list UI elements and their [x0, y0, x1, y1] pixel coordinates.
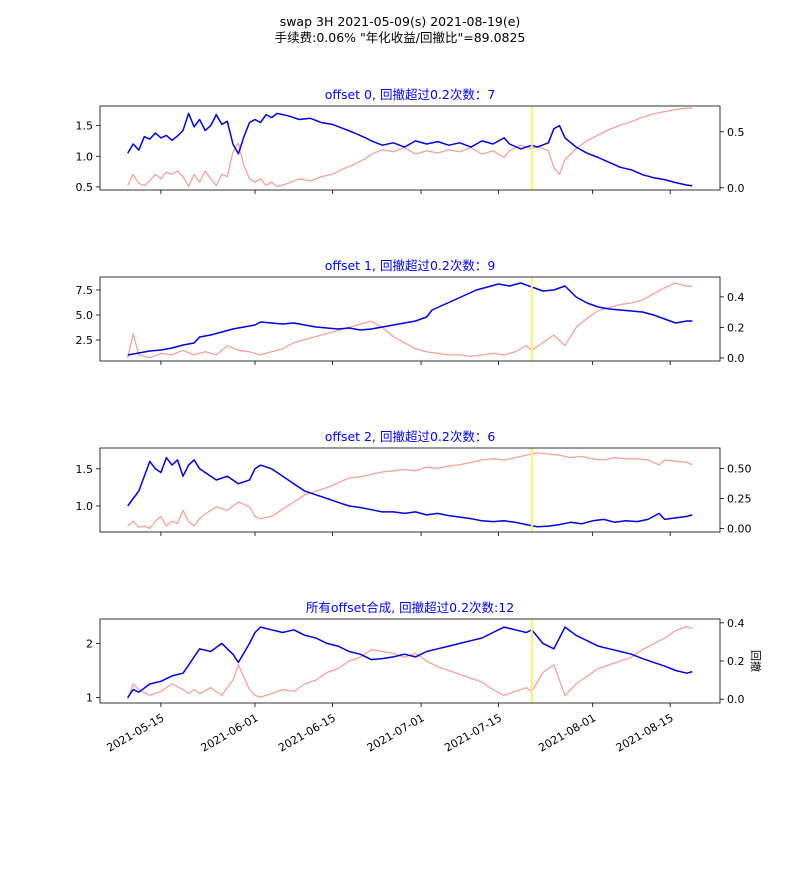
left-tick-label: 2	[86, 637, 93, 650]
right-tick-label: 0.2	[727, 655, 745, 668]
right-tick-label: 0.5	[727, 126, 745, 139]
right-axis-label: 回撤	[749, 650, 763, 672]
figure-suptitle-line2: 手续费:0.06% "年化收益/回撤比"=89.0825	[275, 30, 526, 45]
axes-frame	[99, 105, 721, 191]
drawdown-line	[127, 107, 693, 188]
right-tick-label: 0.50	[727, 462, 752, 475]
right-tick-label: 0.4	[727, 617, 745, 630]
left-tick-label: 7.5	[76, 284, 94, 297]
right-tick-label: 0.0	[727, 182, 745, 195]
left-tick-label: 0.5	[76, 181, 94, 194]
axes-frame	[99, 447, 721, 533]
panel-title: offset 2, 回撤超过0.2次数：6	[325, 429, 496, 444]
chart-panel-2: offset 2, 回撤超过0.2次数：6 1.0 1.5 0.00 0.25 0.50	[76, 429, 752, 536]
figure-suptitle-line1: swap 3H 2021-05-09(s) 2021-08-19(e)	[280, 14, 521, 29]
left-tick-label: 1.5	[76, 120, 94, 133]
panel-title: offset 0, 回撤超过0.2次数：7	[325, 87, 496, 102]
panel-title: offset 1, 回撤超过0.2次数：9	[325, 258, 496, 273]
right-tick-label: 0.00	[727, 522, 752, 535]
equity-line	[127, 456, 693, 528]
right-tick-label: 0.2	[727, 321, 745, 334]
drawdown-line	[127, 282, 693, 359]
equity-line	[127, 626, 693, 699]
axes-frame	[99, 276, 721, 362]
equity-line	[127, 112, 693, 187]
right-tick-label: 0.0	[727, 352, 745, 365]
right-tick-label: 0.0	[727, 693, 745, 706]
equity-line	[127, 282, 693, 356]
chart-panel-1: offset 1, 回撤超过0.2次数：9 2.5 5.0 7.5 0.0 0.2 0.4	[76, 258, 745, 365]
chart-panel-0: offset 0, 回撤超过0.2次数：7 0.5 1.0 1.5 0.0 0.5	[76, 87, 745, 195]
left-tick-label: 1.0	[76, 150, 94, 163]
left-tick-label: 1	[86, 692, 93, 705]
drawdown-line	[127, 452, 693, 530]
drawdown-line	[127, 625, 693, 700]
left-tick-label: 2.5	[76, 334, 94, 347]
left-tick-label: 5.0	[76, 309, 94, 322]
right-tick-label: 0.4	[727, 291, 745, 304]
right-tick-label: 0.25	[727, 492, 752, 505]
left-tick-label: 1.0	[76, 500, 94, 513]
left-tick-label: 1.5	[76, 463, 94, 476]
panel-title: 所有offset合成, 回撤超过0.2次数:12	[306, 600, 514, 615]
